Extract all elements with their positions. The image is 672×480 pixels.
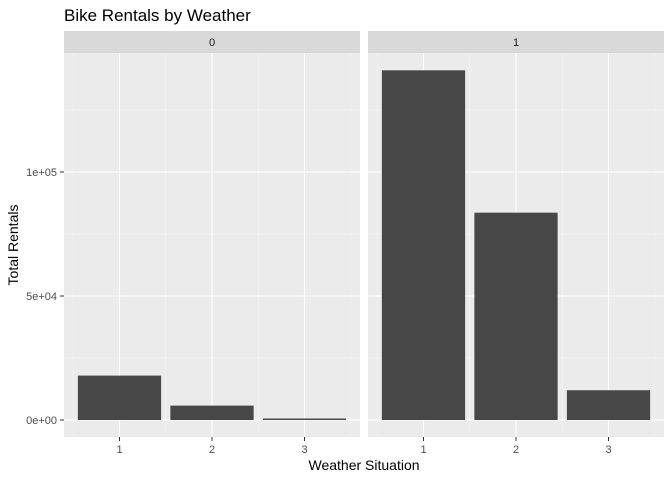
bar-facet-0-cat-2 bbox=[170, 405, 254, 420]
bar-facet-0-cat-1 bbox=[77, 375, 162, 420]
x-tick-label: 2 bbox=[513, 444, 519, 456]
y-tick-label: 5e+04 bbox=[26, 291, 57, 303]
bar-facet-0-cat-3 bbox=[262, 418, 347, 420]
y-axis-title: Total Rentals bbox=[5, 205, 21, 286]
x-tick-label: 3 bbox=[605, 444, 611, 456]
facet-strip-0 bbox=[64, 31, 360, 53]
bar-facet-1-cat-2 bbox=[474, 212, 558, 420]
y-tick-label: 1e+05 bbox=[26, 167, 57, 179]
plot-area: 1 2 3 0 1 2 3 1 0e+00 5e+04 1e+05 bbox=[26, 31, 664, 456]
x-tick-label: 1 bbox=[420, 444, 426, 456]
chart-title: Bike Rentals by Weather bbox=[64, 6, 251, 25]
facet-strip-label: 0 bbox=[209, 37, 215, 49]
x-axis-title: Weather Situation bbox=[308, 457, 419, 473]
facet-strip-label: 1 bbox=[513, 37, 519, 49]
x-tick-label: 3 bbox=[301, 444, 307, 456]
facet-strip-1 bbox=[368, 31, 664, 53]
y-tick-label: 0e+00 bbox=[26, 415, 57, 427]
x-tick-label: 2 bbox=[209, 444, 215, 456]
x-tick-label: 1 bbox=[116, 444, 122, 456]
bar-facet-1-cat-1 bbox=[381, 70, 466, 420]
bar-facet-1-cat-3 bbox=[566, 390, 651, 420]
